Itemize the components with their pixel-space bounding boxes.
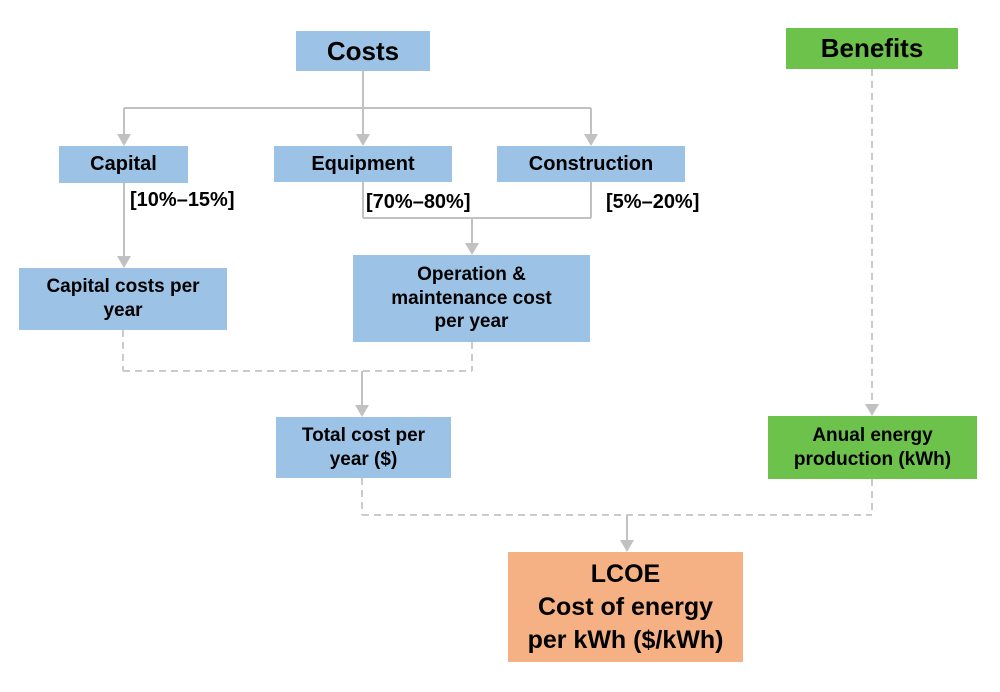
node-equipment-label: Equipment bbox=[311, 152, 415, 175]
node-annual-energy-label: Anual energy production (kWh) bbox=[793, 424, 952, 470]
node-annual-energy-production: Anual energy production (kWh) bbox=[768, 416, 977, 479]
node-lcoe: LCOE Cost of energy per kWh ($/kWh) bbox=[508, 552, 743, 662]
label-construction-share: [5%–20%] bbox=[606, 191, 700, 213]
node-capital: Capital bbox=[59, 146, 188, 183]
arrowhead-capital bbox=[117, 134, 131, 146]
node-equipment: Equipment bbox=[274, 146, 452, 182]
node-capital-costs-label: Capital costs per year bbox=[46, 276, 200, 321]
arrowhead-om bbox=[465, 243, 479, 255]
node-lcoe-line2: Cost of energy bbox=[537, 592, 714, 621]
node-lcoe-title: LCOE bbox=[590, 559, 661, 588]
arrowhead-totalcost bbox=[355, 405, 369, 417]
node-construction: Construction bbox=[497, 146, 685, 182]
label-capital-share: [10%–15%] bbox=[130, 189, 235, 211]
arrowhead-capitalcosts bbox=[117, 256, 131, 268]
node-total-cost-label: Total cost per year ($) bbox=[301, 424, 426, 470]
node-capital-label: Capital bbox=[90, 153, 157, 175]
node-total-cost-per-year: Total cost per year ($) bbox=[276, 417, 451, 478]
node-operation-maintenance-cost: Operation & maintenance cost per year bbox=[353, 255, 590, 342]
arrowhead-annualenergy bbox=[865, 404, 879, 416]
node-costs-label: Costs bbox=[326, 35, 400, 66]
node-construction-label: Construction bbox=[528, 152, 654, 175]
node-capital-costs-per-year: Capital costs per year bbox=[19, 268, 227, 330]
node-benefits: Benefits bbox=[786, 28, 958, 69]
node-lcoe-line3: per kWh ($/kWh) bbox=[527, 625, 724, 654]
node-om-cost-label: Operation & maintenance cost per year bbox=[391, 263, 552, 333]
label-equipment-share: [70%–80%] bbox=[366, 191, 471, 213]
arrowhead-lcoe bbox=[620, 540, 634, 552]
arrowhead-equipment bbox=[356, 134, 370, 146]
node-costs: Costs bbox=[296, 31, 430, 71]
arrowhead-construction bbox=[584, 134, 598, 146]
node-benefits-label: Benefits bbox=[820, 33, 924, 64]
